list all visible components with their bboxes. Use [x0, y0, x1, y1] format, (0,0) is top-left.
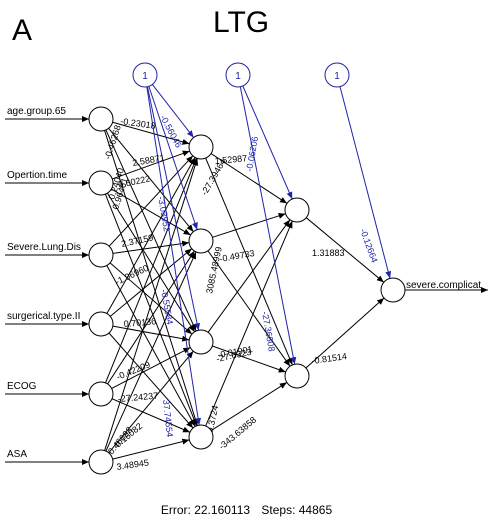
edge-bias-hidden1 [146, 86, 201, 331]
neuron-node [88, 381, 114, 407]
edge-input-hidden1 [112, 438, 190, 460]
weight-hidden1-hidden2: -0.49733 [219, 248, 256, 264]
edge-hidden1-hidden2 [210, 153, 288, 204]
input-label-2: Severe.Lung.Dis [7, 242, 81, 253]
weight-hidden1-hidden2: -343.63858 [217, 415, 258, 452]
edge-hidden1-hidden2 [212, 345, 286, 373]
weight-hidden1-hidden2: -27.39464 [199, 157, 228, 197]
weight-input-hidden1: 2.37159 [120, 232, 154, 249]
neuron-node [284, 363, 310, 389]
edge-hidden1-hidden2 [210, 382, 288, 431]
edge-input-hidden1 [104, 158, 199, 451]
weight-input-hidden1: 3.48945 [116, 458, 150, 472]
weight-input-hidden1: -1.96960 [114, 263, 150, 287]
bias-label: 1 [334, 71, 340, 82]
bias-node [132, 62, 158, 88]
weight-hidden2-output: 1.31883 [312, 248, 345, 258]
input-label-0: age.group.65 [7, 106, 66, 117]
neuron-node [88, 242, 114, 268]
edge-input-hidden1 [109, 248, 193, 317]
edge-bias-hidden1 [151, 84, 195, 138]
edge-input-hidden1 [112, 325, 190, 342]
edge-input-hidden1 [105, 251, 197, 452]
edge-bias-hidden1 [146, 86, 202, 426]
weight-bias-output: -0.12664 [358, 227, 380, 264]
edge-input-hidden1 [104, 193, 198, 427]
panel-label: A [12, 14, 33, 47]
edge-hidden1-hidden2 [205, 157, 293, 366]
neuron-node [88, 449, 114, 475]
weight-hidden1-hidden2: 3085.48999 [204, 246, 224, 295]
edge-input-hidden1 [108, 332, 194, 429]
neuron-node [88, 170, 114, 196]
edge-bias-hidden1 [148, 86, 198, 230]
edge-input-hidden1 [108, 155, 194, 247]
bias-label: 1 [142, 71, 148, 82]
neuron-node [188, 134, 214, 160]
edge-input-hidden1 [111, 347, 191, 389]
neuron-node [380, 277, 406, 303]
weight-input-hidden1: 0.70136 [123, 316, 156, 329]
bias-label: 1 [235, 71, 241, 82]
neuron-node [188, 329, 214, 355]
weight-bias-hidden1: -0.56046 [158, 113, 184, 149]
weight-input-hidden1: -0.23018 [120, 116, 157, 131]
input-label-5: ASA [7, 449, 27, 460]
output-label: severe.complicat [406, 280, 481, 291]
edge-bias-hidden2 [242, 85, 293, 200]
weight-hidden1-hidden2: 1.52987 [214, 153, 247, 166]
weight-bias-hidden1: 37.74554 [161, 399, 175, 437]
neuron-node [88, 106, 114, 132]
neuron-node [284, 197, 310, 223]
edge-input-hidden1 [106, 192, 196, 333]
steps-value: Steps: 44865 [261, 503, 333, 517]
edge-hidden2-output [305, 217, 385, 283]
edge-bias-output [339, 86, 392, 279]
edge-input-hidden1 [105, 129, 197, 332]
edge-input-hidden1 [105, 157, 197, 384]
edge-input-hidden1 [107, 250, 195, 385]
edge-hidden1-hidden2 [207, 219, 291, 333]
weight-hidden2-output: -0.81514 [311, 351, 348, 366]
input-label-3: surgerical.type.II [7, 311, 80, 322]
edge-hidden1-hidden2 [207, 250, 291, 367]
bias-node [324, 62, 350, 88]
error-value: Error: 22.160113 [160, 503, 251, 517]
edge-input-hidden1 [106, 157, 196, 314]
diagram-title: LTG [213, 6, 270, 39]
weight-bias-hidden2: -0.06206 [244, 136, 260, 173]
neuron-node [188, 424, 214, 450]
edge-input-hidden1 [104, 130, 199, 426]
neuron-node [88, 311, 114, 337]
weight-input-hidden1: -0.42209 [115, 359, 152, 382]
edge-input-hidden1 [106, 265, 196, 427]
training-summary: Error: 22.160113 Steps: 44865 [0, 503, 493, 517]
weight-input-hidden1: -27.24237 [117, 390, 158, 403]
input-label-1: Opertion.time [7, 170, 67, 181]
edge-input-hidden1 [109, 262, 193, 335]
weight-bias-hidden2: -27.36808 [260, 311, 277, 353]
neuron-node [188, 228, 214, 254]
edge-input-hidden1 [112, 240, 190, 254]
edge-input-hidden1 [108, 350, 194, 454]
edge-hidden2-output [305, 297, 385, 369]
edge-input-hidden1 [111, 398, 191, 433]
edge-input-hidden1 [112, 121, 190, 145]
edge-hidden1-hidden2 [205, 220, 293, 427]
bias-node [225, 62, 251, 88]
edge-hidden1-hidden2 [212, 212, 286, 238]
input-label-4: ECOG [7, 381, 37, 392]
weight-bias-hidden1: -3.03952 [156, 196, 172, 233]
edge-input-hidden1 [112, 150, 190, 180]
edge-bias-hidden2 [239, 86, 297, 365]
